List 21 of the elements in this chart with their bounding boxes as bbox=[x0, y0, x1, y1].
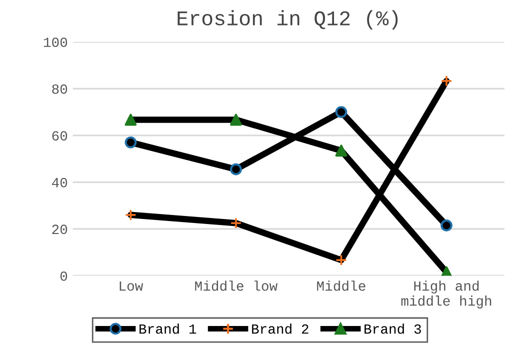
legend-label: Brand 1 bbox=[140, 324, 196, 334]
x-tick-label: Middle bbox=[317, 280, 366, 291]
x-tick-label: High and middle high bbox=[401, 280, 492, 308]
y-tick-label: 60 bbox=[52, 131, 68, 141]
point bbox=[230, 217, 242, 229]
legend-label: Brand 3 bbox=[364, 324, 421, 334]
point bbox=[335, 144, 348, 157]
point bbox=[440, 75, 452, 87]
point bbox=[230, 114, 242, 126]
y-tick-label: 100 bbox=[44, 38, 68, 48]
y-tick-label: 0 bbox=[60, 271, 68, 281]
chart-title: Erosion in Q12 (%) bbox=[178, 10, 398, 30]
y-tick-label: 40 bbox=[52, 178, 68, 188]
x-tick-label: Middle low bbox=[195, 280, 278, 291]
point bbox=[124, 209, 137, 221]
point bbox=[335, 254, 348, 266]
legend-label: Brand 2 bbox=[252, 324, 308, 334]
y-tick-label: 20 bbox=[52, 224, 68, 234]
y-tick-label: 80 bbox=[52, 84, 68, 94]
point bbox=[124, 114, 137, 126]
x-tick-label: Low bbox=[120, 281, 144, 291]
